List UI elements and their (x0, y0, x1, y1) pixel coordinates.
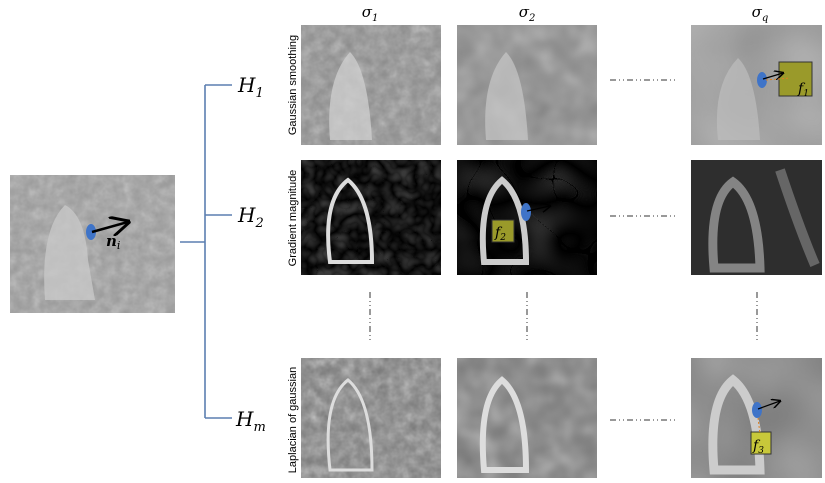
row-label: H2 (237, 203, 264, 231)
filtered-image (457, 358, 597, 478)
filter-label: Laplacian of gaussian (287, 367, 299, 473)
filter-label: Gradient magnitude (287, 170, 299, 267)
input-image: ni (10, 175, 175, 313)
column-header: σq (752, 3, 769, 24)
filter-label: Gaussian smoothing (287, 35, 299, 135)
column-header: σ2 (519, 3, 536, 24)
row-label: H1 (237, 73, 264, 101)
diagram: ni σ1 σ2 σq H1 H2 Hm Gaussian smoothing … (0, 0, 825, 483)
filtered-image (301, 160, 441, 275)
filtered-image (301, 25, 441, 145)
filtered-image (457, 25, 597, 145)
filtered-image (691, 358, 822, 478)
bracket (180, 85, 232, 418)
row-label: Hm (235, 407, 266, 435)
column-header: σ1 (362, 3, 379, 24)
filtered-image (691, 160, 822, 275)
filtered-image (301, 358, 441, 478)
